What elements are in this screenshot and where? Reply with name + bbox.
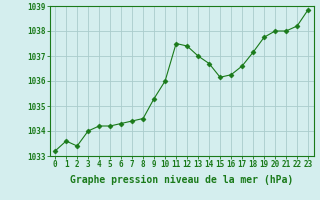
X-axis label: Graphe pression niveau de la mer (hPa): Graphe pression niveau de la mer (hPa) bbox=[70, 175, 293, 185]
